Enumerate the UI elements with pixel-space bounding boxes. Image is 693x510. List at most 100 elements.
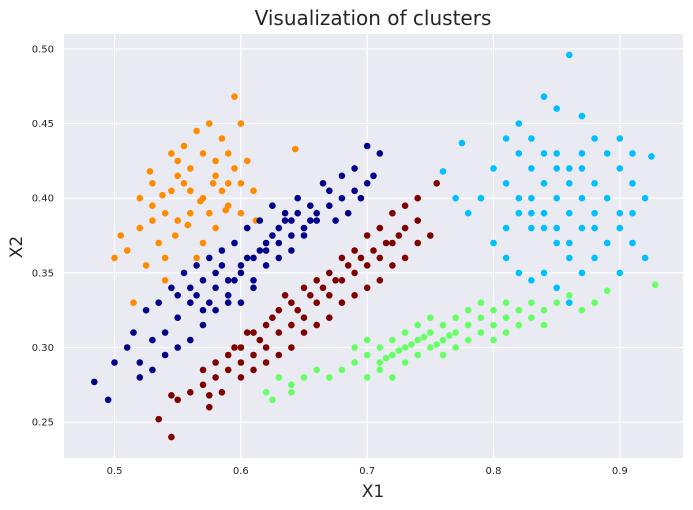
scatter-point xyxy=(490,239,497,247)
scatter-point xyxy=(603,239,611,247)
scatter-point xyxy=(528,209,535,217)
scatter-point xyxy=(275,306,283,314)
scatter-point xyxy=(212,306,219,314)
scatter-point xyxy=(591,254,598,262)
scatter-point xyxy=(603,287,611,295)
scatter-point xyxy=(193,254,200,262)
scatter-point xyxy=(237,262,245,269)
scatter-point xyxy=(414,194,422,202)
scatter-point xyxy=(149,202,156,209)
scatter-point xyxy=(578,269,586,277)
scatter-point xyxy=(540,224,548,232)
scatter-point xyxy=(187,187,194,195)
scatter-point xyxy=(237,269,245,277)
scatter-point xyxy=(351,292,358,299)
scatter-point xyxy=(307,292,314,299)
scatter-point xyxy=(269,232,276,239)
scatter-point xyxy=(376,344,384,351)
scatter-point xyxy=(363,374,371,381)
scatter-point xyxy=(357,194,365,202)
scatter-point xyxy=(363,142,371,150)
scatter-point xyxy=(256,247,264,254)
grid xyxy=(64,34,683,458)
scatter-point xyxy=(414,351,422,359)
scatter-point xyxy=(578,112,586,120)
scatter-point xyxy=(281,217,289,224)
scatter-point xyxy=(300,232,308,239)
scatter-point xyxy=(382,239,390,247)
scatter-point xyxy=(168,187,175,195)
scatter-point xyxy=(528,165,535,172)
scatter-point xyxy=(199,277,207,284)
scatter-point xyxy=(155,239,162,247)
scatter-point xyxy=(319,284,327,292)
scatter-point xyxy=(553,299,560,307)
scatter-point xyxy=(197,197,204,205)
scatter-point xyxy=(218,247,226,254)
scatter-point xyxy=(395,347,403,354)
scatter-point xyxy=(275,374,283,381)
scatter-point xyxy=(224,180,232,187)
scatter-point xyxy=(224,351,232,359)
scatter-point xyxy=(452,194,459,202)
scatter-point xyxy=(300,314,308,322)
scatter-point xyxy=(199,239,207,247)
scatter-point xyxy=(389,262,396,269)
scatter-point xyxy=(159,191,166,199)
scatter-point xyxy=(338,254,346,262)
scatter-point xyxy=(515,150,523,157)
scatter-point xyxy=(502,135,510,142)
scatter-point xyxy=(313,217,321,224)
scatter-point xyxy=(490,165,497,172)
scatter-point xyxy=(401,344,409,351)
scatter-point xyxy=(389,374,396,381)
y-tick-label: 0.40 xyxy=(32,194,54,205)
scatter-point xyxy=(269,202,276,209)
scatter-point xyxy=(187,389,194,396)
scatter-point xyxy=(477,299,485,307)
scatter-point xyxy=(288,232,295,239)
scatter-point xyxy=(193,262,200,269)
scatter-point xyxy=(180,142,188,150)
scatter-point xyxy=(401,329,409,336)
scatter-point xyxy=(288,381,295,389)
scatter-point xyxy=(540,150,548,157)
scatter-point xyxy=(117,232,125,239)
scatter-point xyxy=(578,150,586,157)
scatter-point xyxy=(427,329,434,336)
scatter-point xyxy=(224,150,232,157)
scatter-point xyxy=(553,224,560,232)
scatter-point xyxy=(515,120,523,127)
x-tick-label: 0.6 xyxy=(233,466,249,477)
scatter-point xyxy=(490,336,497,344)
scatter-point xyxy=(376,254,384,262)
scatter-point xyxy=(357,254,365,262)
scatter-point xyxy=(566,299,573,307)
scatter-point xyxy=(218,135,226,142)
scatter-point xyxy=(231,165,238,172)
scatter-point xyxy=(168,284,175,292)
scatter-point xyxy=(193,127,200,135)
scatter-point xyxy=(149,180,156,187)
scatter-point xyxy=(616,165,624,172)
scatter-point xyxy=(187,209,194,217)
scatter-point xyxy=(401,254,409,262)
scatter-point xyxy=(275,239,283,247)
scatter-point xyxy=(146,168,154,175)
scatter-point xyxy=(269,314,276,322)
y-axis-label: X2 xyxy=(7,236,27,258)
scatter-point xyxy=(351,269,358,277)
scatter-point xyxy=(553,284,560,292)
scatter-point xyxy=(338,277,346,284)
scatter-point xyxy=(351,165,358,172)
scatter-point xyxy=(515,321,523,329)
scatter-point xyxy=(528,277,535,284)
y-tick-label: 0.25 xyxy=(32,418,54,429)
scatter-point xyxy=(300,374,308,381)
scatter-point xyxy=(231,277,238,284)
scatter-point xyxy=(231,93,238,100)
scatter-point xyxy=(237,120,245,127)
scatter-point xyxy=(389,336,396,344)
scatter-point xyxy=(184,221,192,229)
scatter-point xyxy=(578,224,586,232)
